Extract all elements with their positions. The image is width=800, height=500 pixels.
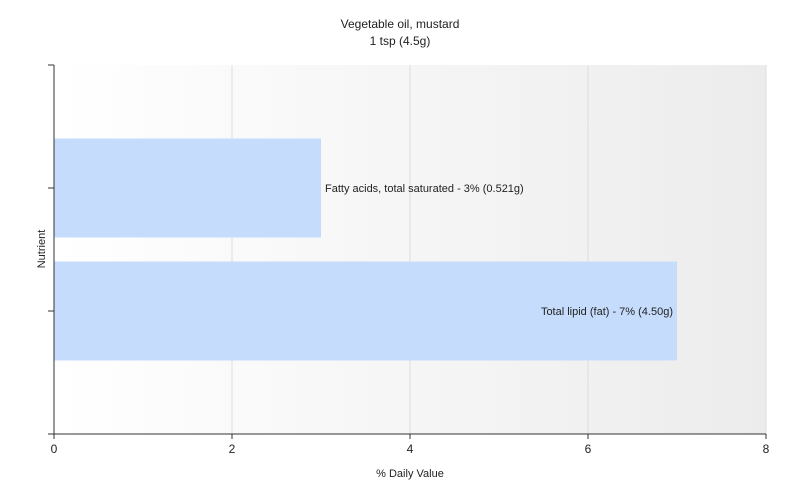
x-tick-label: 6	[585, 442, 592, 456]
axes: 0 2 4 6 8	[48, 64, 770, 456]
x-tick-label: 8	[763, 442, 770, 456]
bar	[54, 261, 677, 361]
x-axis-title: % Daily Value	[376, 468, 444, 480]
labels: Fatty acids, total saturated - 3% (0.521…	[325, 183, 673, 318]
grid-lines	[231, 65, 767, 434]
bars	[54, 138, 677, 361]
bar-data-label: Total lipid (fat) - 7% (4.50g)	[541, 306, 673, 318]
bar-data-label: Fatty acids, total saturated - 3% (0.521…	[325, 183, 524, 195]
chart-subtitle: 1 tsp (4.5g)	[370, 34, 431, 48]
chart-title: Vegetable oil, mustard	[341, 17, 460, 31]
bar	[54, 138, 321, 238]
y-axis-title: Nutrient	[36, 230, 48, 269]
x-tick-label: 0	[51, 442, 58, 456]
x-tick-label: 2	[229, 442, 236, 456]
x-tick-label: 4	[407, 442, 414, 456]
